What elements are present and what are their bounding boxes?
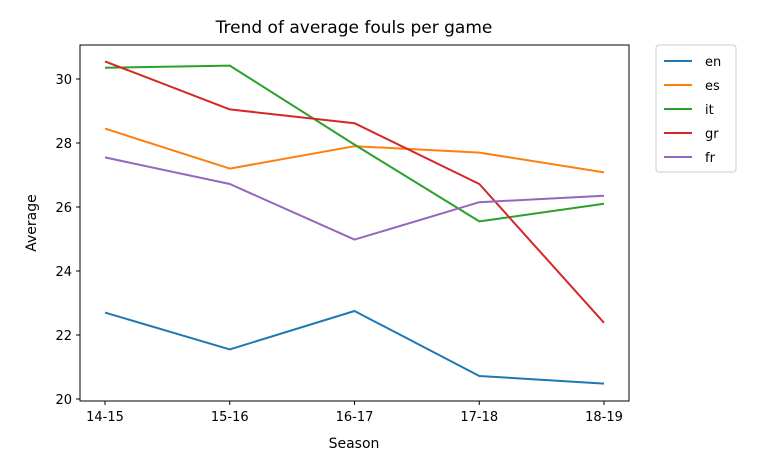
legend-box xyxy=(655,44,737,173)
chart-title: Trend of average fouls per game xyxy=(215,18,493,38)
series-line-fr xyxy=(104,156,605,241)
legend-label-it: it xyxy=(705,103,714,118)
y-tick-label: 28 xyxy=(55,137,72,152)
legend-label-fr: fr xyxy=(705,151,716,166)
x-tick-label: 16-17 xyxy=(336,410,374,425)
y-tick-label: 26 xyxy=(55,201,72,216)
plot-frame xyxy=(79,44,630,402)
series-line-es xyxy=(104,127,605,174)
legend-label-es: es xyxy=(705,79,720,94)
series-lines xyxy=(104,60,605,385)
x-axis-title: Season xyxy=(329,436,380,452)
series-line-en xyxy=(104,310,605,385)
legend-label-en: en xyxy=(705,55,721,70)
y-tick-label: 24 xyxy=(55,265,72,280)
y-tick-label: 30 xyxy=(55,73,72,88)
y-tick-label: 22 xyxy=(55,329,72,344)
x-tick-label: 14-15 xyxy=(86,410,124,425)
series-line-gr xyxy=(104,60,605,324)
y-tick-label: 20 xyxy=(55,393,72,408)
x-tick-label: 15-16 xyxy=(211,410,249,425)
x-axis: 14-15 15-16 16-17 17-18 18-19 xyxy=(86,401,623,425)
series-line-it xyxy=(104,64,605,223)
y-axis: 20 22 24 26 28 30 xyxy=(55,73,80,408)
x-tick-label: 18-19 xyxy=(585,410,623,425)
y-axis-title: Average xyxy=(24,194,40,252)
legend: en es it gr fr xyxy=(655,44,737,173)
x-tick-label: 17-18 xyxy=(460,410,498,425)
legend-label-gr: gr xyxy=(705,127,719,142)
